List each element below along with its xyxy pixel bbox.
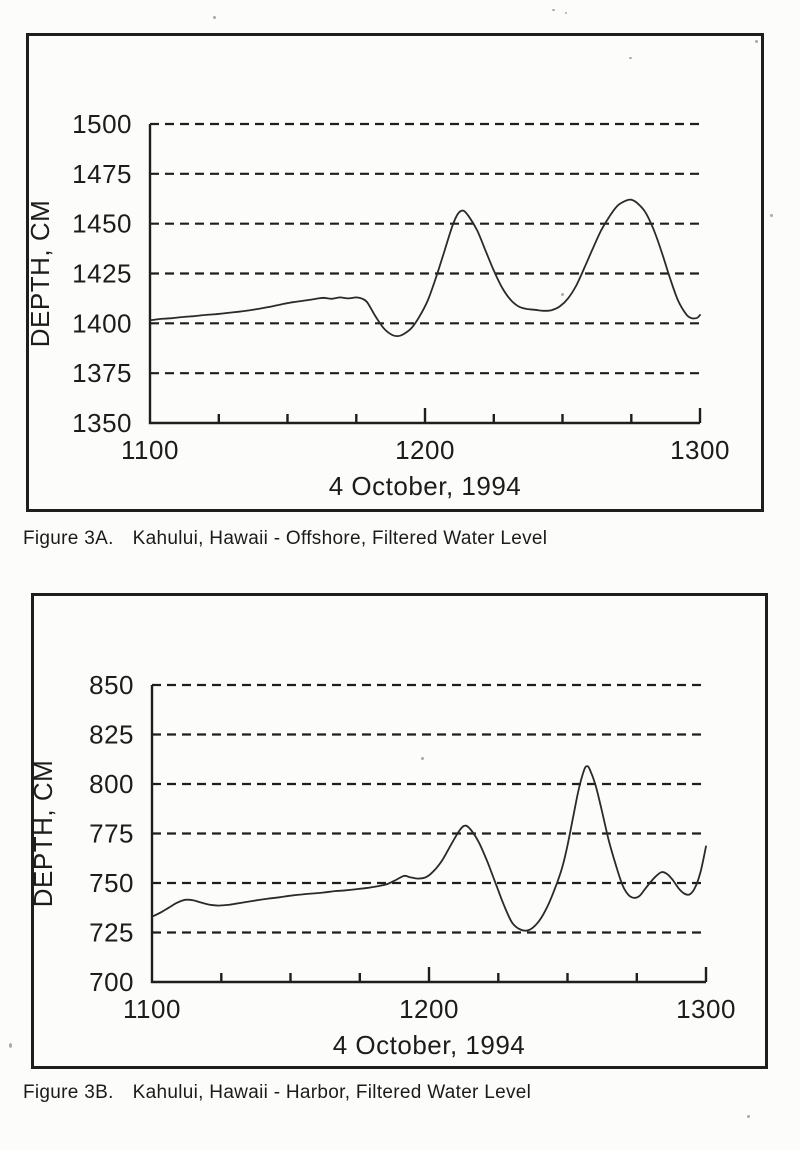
svg-text:1350: 1350: [72, 408, 132, 438]
svg-text:1100: 1100: [123, 994, 181, 1024]
svg-text:825: 825: [89, 720, 134, 750]
figure-3b-frame: 700 725 750 775 800 825 850 1100 1200 1300 4 Octob…: [31, 593, 768, 1069]
svg-text:775: 775: [89, 819, 134, 849]
svg-text:1450: 1450: [72, 209, 132, 239]
svg-text:1300: 1300: [676, 994, 736, 1024]
svg-text:1475: 1475: [72, 159, 132, 189]
figure-3a-caption: Figure 3A. Kahului, Hawaii - Offshore, Fi…: [23, 528, 547, 550]
figure-3b-caption-text: Kahului, Hawaii - Harbor, Filtered Water…: [132, 1082, 532, 1103]
svg-text:1200: 1200: [399, 994, 459, 1024]
svg-text:4 October, 1994: 4 October, 1994: [329, 471, 522, 501]
figure-3a-frame: 1350 1375 1400 1425 1450 1475 1500 1100 1200 1300…: [26, 33, 764, 512]
figure-3b-caption: Figure 3B. Kahului, Hawaii - Harbor, Filt…: [23, 1082, 531, 1104]
figure-3a-caption-label: Figure 3A.: [23, 528, 114, 549]
svg-text:DEPTH, CM: DEPTH, CM: [34, 760, 58, 908]
svg-text:4 October, 1994: 4 October, 1994: [333, 1030, 526, 1060]
svg-text:725: 725: [89, 918, 134, 948]
svg-text:1400: 1400: [72, 308, 132, 338]
svg-text:850: 850: [89, 670, 134, 700]
svg-text:1200: 1200: [395, 435, 455, 465]
svg-text:1425: 1425: [72, 259, 132, 289]
svg-text:DEPTH, CM: DEPTH, CM: [29, 200, 55, 348]
harbor-water-level-chart: 700 725 750 775 800 825 850 1100 1200 1300 4 Octob…: [34, 670, 736, 1060]
offshore-water-level-chart: 1350 1375 1400 1425 1450 1475 1500 1100 1200 1300…: [29, 109, 730, 501]
svg-text:1500: 1500: [72, 109, 132, 139]
figure-3a-caption-text: Kahului, Hawaii - Offshore, Filtered Wat…: [132, 528, 548, 549]
svg-text:1375: 1375: [72, 358, 132, 388]
svg-text:700: 700: [89, 967, 134, 997]
figure-3b-caption-label: Figure 3B.: [23, 1082, 114, 1103]
svg-text:750: 750: [89, 868, 134, 898]
svg-text:1100: 1100: [121, 435, 179, 465]
svg-text:1300: 1300: [670, 435, 730, 465]
svg-text:800: 800: [89, 769, 134, 799]
